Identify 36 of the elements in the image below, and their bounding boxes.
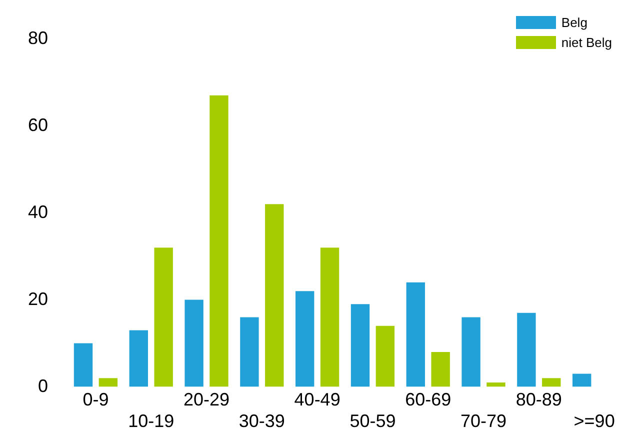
- x-tick-label: 10-19: [128, 411, 174, 432]
- bar: [320, 248, 340, 387]
- bar: [184, 300, 204, 387]
- bar: [74, 343, 93, 387]
- bar: [542, 378, 561, 387]
- legend-label: niet Belg: [561, 34, 612, 50]
- x-tick-label: 80-89: [516, 390, 562, 410]
- bar: [240, 317, 259, 387]
- bar: [462, 317, 480, 387]
- bar: [406, 282, 425, 387]
- x-tick-label: >=90: [574, 411, 615, 432]
- x-tick-label: 30-39: [238, 411, 285, 432]
- y-tick-label: 80: [28, 28, 48, 48]
- x-tick-label: 70-79: [460, 411, 507, 432]
- y-tick-label: 0: [38, 376, 48, 396]
- bar: [265, 204, 284, 387]
- y-tick-label: 40: [28, 202, 48, 222]
- bar: [129, 330, 148, 387]
- x-tick-label: 40-49: [294, 390, 340, 410]
- y-tick-label: 20: [28, 288, 48, 309]
- bar: [296, 291, 314, 387]
- bar: [350, 304, 370, 387]
- bar: [154, 248, 173, 387]
- x-tick-label: 50-59: [350, 411, 396, 432]
- x-tick-label: 20-29: [183, 390, 230, 410]
- bar: [486, 382, 506, 387]
- x-tick-label: 0-9: [82, 390, 109, 410]
- bar: [431, 352, 450, 387]
- bar: [210, 95, 228, 387]
- x-tick-label: 60-69: [405, 390, 452, 410]
- bar: [376, 326, 395, 387]
- legend-label: Belg: [561, 14, 588, 30]
- bar: [572, 374, 592, 387]
- bar: [517, 312, 536, 387]
- y-tick-label: 60: [28, 114, 48, 135]
- bar: [98, 378, 118, 387]
